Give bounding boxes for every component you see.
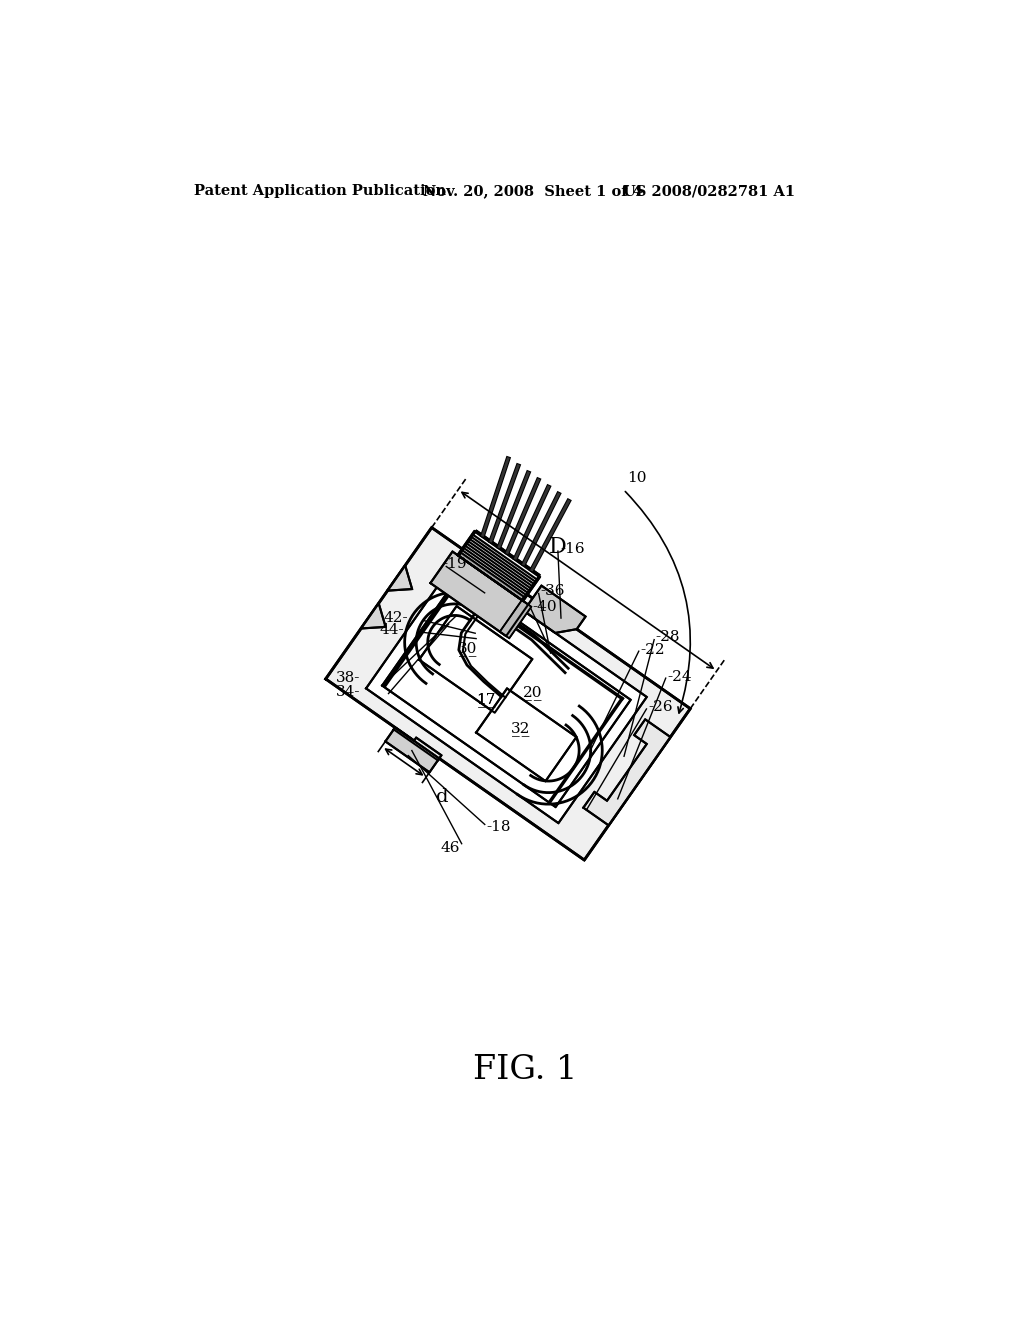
Polygon shape [476, 689, 577, 781]
Text: -19: -19 [442, 557, 467, 572]
Polygon shape [430, 552, 528, 636]
Text: -36: -36 [541, 585, 564, 598]
Text: FIG. 1: FIG. 1 [473, 1055, 577, 1086]
Text: 2̲0̲: 2̲0̲ [523, 685, 543, 700]
Text: Nov. 20, 2008  Sheet 1 of 4: Nov. 20, 2008 Sheet 1 of 4 [423, 185, 643, 198]
Text: D: D [549, 536, 566, 558]
Polygon shape [500, 601, 531, 639]
Text: 10: 10 [628, 471, 647, 484]
Polygon shape [459, 531, 540, 601]
Polygon shape [382, 578, 631, 807]
Text: 3̲0̲: 3̲0̲ [459, 642, 477, 656]
Text: 38-: 38- [336, 671, 360, 685]
Text: US 2008/0282781 A1: US 2008/0282781 A1 [624, 185, 796, 198]
Text: 34-: 34- [336, 685, 360, 700]
Polygon shape [387, 565, 412, 590]
Text: 17: 17 [476, 693, 496, 706]
Polygon shape [394, 727, 441, 760]
Text: Patent Application Publication: Patent Application Publication [194, 185, 445, 198]
Polygon shape [361, 603, 386, 628]
Text: 42-: 42- [383, 611, 408, 626]
Polygon shape [419, 606, 532, 713]
Text: 46: 46 [440, 841, 460, 854]
Text: -18: -18 [486, 820, 511, 834]
Polygon shape [366, 562, 647, 824]
Text: -26: -26 [648, 701, 673, 714]
Polygon shape [523, 586, 586, 632]
Polygon shape [326, 528, 690, 861]
Text: -40: -40 [532, 601, 557, 614]
Text: -16: -16 [560, 541, 585, 556]
Text: 1̲7̲: 1̲7̲ [476, 693, 496, 708]
Text: 3̲2̲: 3̲2̲ [511, 721, 530, 735]
Text: d: d [436, 788, 449, 807]
Polygon shape [385, 727, 439, 772]
Text: 44-: 44- [379, 623, 403, 638]
Text: -28: -28 [655, 631, 680, 644]
Polygon shape [584, 719, 671, 825]
Text: -22: -22 [640, 643, 665, 656]
Text: -24: -24 [668, 669, 692, 684]
